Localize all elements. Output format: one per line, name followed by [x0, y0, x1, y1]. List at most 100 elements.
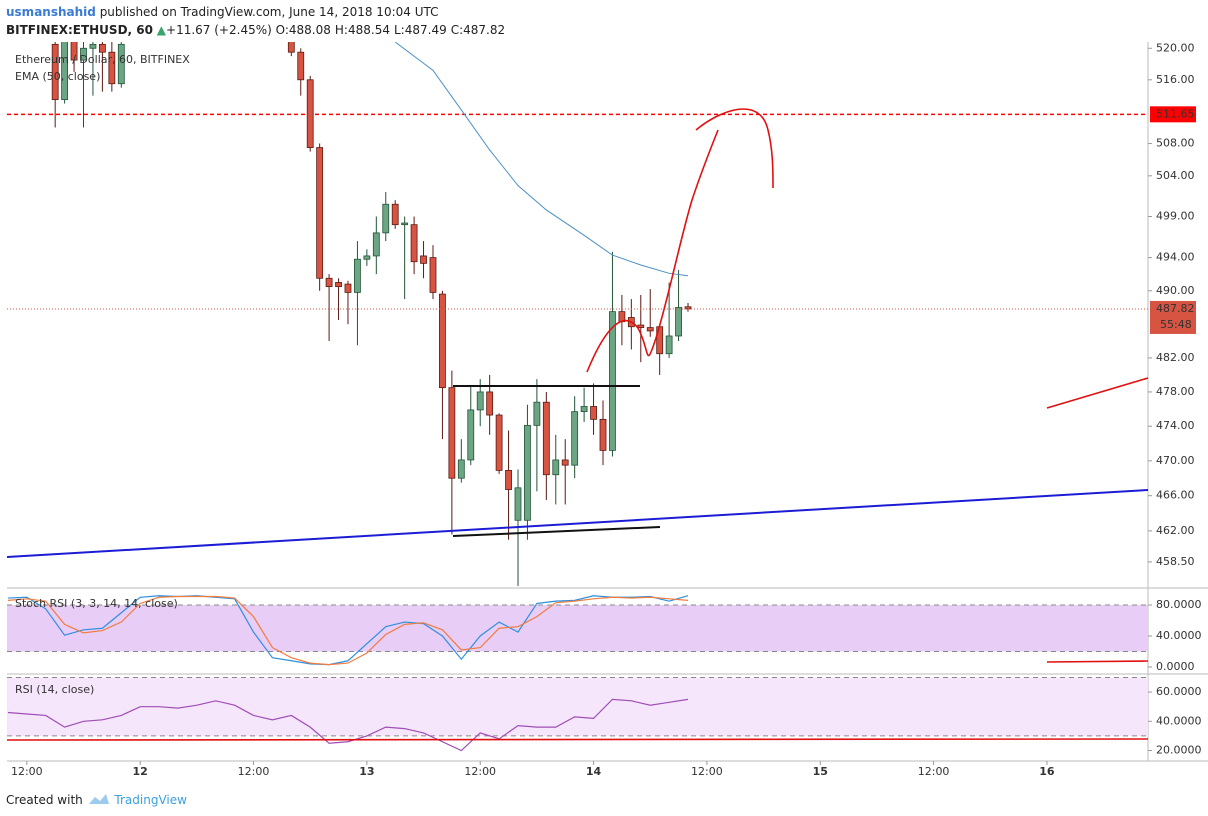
y-tick-label: 470.00	[1156, 454, 1195, 467]
created-with: Created with	[6, 793, 83, 807]
hand-drawing	[586, 129, 719, 373]
candle-body	[467, 409, 475, 461]
x-tick-label: 12:00	[464, 765, 496, 778]
candle-body	[98, 43, 106, 53]
y-tick-label: 466.00	[1156, 489, 1195, 502]
candle-body	[646, 327, 654, 332]
candle-body	[457, 459, 465, 479]
support-line	[452, 526, 661, 537]
y-tick-label: 80.0000	[1156, 598, 1202, 611]
y-tick-label: 482.00	[1156, 351, 1195, 364]
candle-body	[297, 51, 305, 81]
pane-title: Ethereum / Dollar, 60, BITFINEX	[15, 53, 190, 66]
band-fill	[7, 605, 1148, 652]
y-tick-label: 40.0000	[1156, 714, 1202, 727]
brand[interactable]: TradingView	[114, 793, 187, 807]
candle-body	[382, 203, 390, 234]
y-tick-label: 474.00	[1156, 419, 1195, 432]
last-price-label: 487.82	[1156, 302, 1195, 315]
candle-body	[637, 324, 645, 328]
y-tick-label: 508.00	[1156, 137, 1195, 150]
ohlc-value: 487.82	[463, 23, 506, 37]
published: published on TradingView.com, June 14, 2…	[99, 5, 439, 19]
candle-body	[580, 406, 588, 413]
hand-drawing	[1046, 377, 1149, 409]
ohlc-label: H:	[334, 23, 348, 37]
candle-body	[599, 418, 607, 451]
candle-body	[524, 424, 531, 521]
layers	[7, 42, 1148, 752]
hand-drawing	[6, 738, 1149, 741]
candle-body	[514, 487, 522, 521]
author[interactable]: usmanshahid	[6, 5, 96, 19]
candle-body	[533, 401, 541, 426]
hand-drawing	[1046, 660, 1149, 663]
candle-body	[542, 401, 550, 476]
y-tick-label: 458.50	[1156, 555, 1195, 568]
candle-body	[80, 47, 87, 61]
candle-body	[70, 42, 78, 61]
panes	[7, 42, 1208, 762]
candle-body	[372, 232, 380, 257]
candle-body	[410, 224, 418, 263]
y-tick-label: 504.00	[1156, 169, 1195, 182]
y-tick-label: 462.00	[1156, 524, 1195, 537]
candle-body	[590, 406, 597, 420]
change: +11.67 (+2.45%)	[166, 23, 272, 37]
candle-body	[287, 42, 295, 53]
y-tick-label: 478.00	[1156, 385, 1195, 398]
header: usmanshahid published on TradingView.com…	[6, 3, 509, 39]
header-line: usmanshahid published on TradingView.com…	[6, 3, 509, 21]
candle-body	[505, 469, 512, 490]
indicator-line	[7, 595, 689, 666]
y-tick-label: 499.00	[1156, 209, 1195, 222]
y-tick-label: 490.00	[1156, 284, 1195, 297]
y-tick-label: 516.00	[1156, 73, 1195, 86]
ohlc-value: 487.49	[404, 23, 447, 37]
y-tick-label: 520.00	[1156, 41, 1195, 54]
logo	[88, 794, 109, 804]
price-label: 511.65	[1156, 107, 1195, 120]
candle-body	[316, 147, 324, 279]
y-tick-label: 40.0000	[1156, 629, 1202, 642]
candle-body	[89, 43, 97, 49]
pane	[7, 595, 1148, 666]
candle-body	[665, 335, 673, 355]
candle-body	[495, 414, 503, 471]
x-tick-label: 12:00	[238, 765, 270, 778]
ohlc: O:488.08 H:488.54 L:487.49 C:487.82	[276, 23, 510, 37]
x-tick-label: 12:00	[918, 765, 950, 778]
candle-body	[354, 258, 361, 293]
candle-body	[344, 283, 352, 293]
ohlc-label: L:	[393, 23, 405, 37]
footer: Created with TradingView	[6, 790, 187, 807]
hand-drawing	[695, 108, 774, 189]
candle-body	[675, 307, 682, 337]
trend-line	[6, 489, 1149, 558]
legend-entry: EMA (50, close)	[15, 70, 100, 83]
x-tick-label: 13	[359, 765, 374, 778]
candle-body	[476, 391, 484, 411]
candle-body	[486, 391, 494, 416]
candle-body	[420, 255, 427, 264]
ohlc-value: 488.54	[347, 23, 390, 37]
ohlc-label: O:	[275, 23, 289, 37]
countdown: 55:48	[1160, 318, 1192, 331]
price-label-box	[1150, 106, 1196, 123]
x-tick-label: 16	[1039, 765, 1055, 778]
x-tick-label: 14	[586, 765, 602, 778]
symbol: BITFINEX:ETHUSD, 60	[6, 23, 153, 37]
y-tick-label: 60.0000	[1156, 685, 1202, 698]
ema-line	[394, 42, 689, 277]
y-tick-label: 20.0000	[1156, 744, 1202, 757]
candle-body	[561, 459, 569, 466]
candle-body	[335, 282, 342, 287]
x-tick-label: 12	[133, 765, 148, 778]
band-fill	[7, 677, 1148, 736]
x-tick-label: 12:00	[11, 765, 43, 778]
candle-body	[571, 411, 579, 466]
ohlc-value: 488.08	[288, 23, 331, 37]
candle-body	[325, 277, 333, 287]
